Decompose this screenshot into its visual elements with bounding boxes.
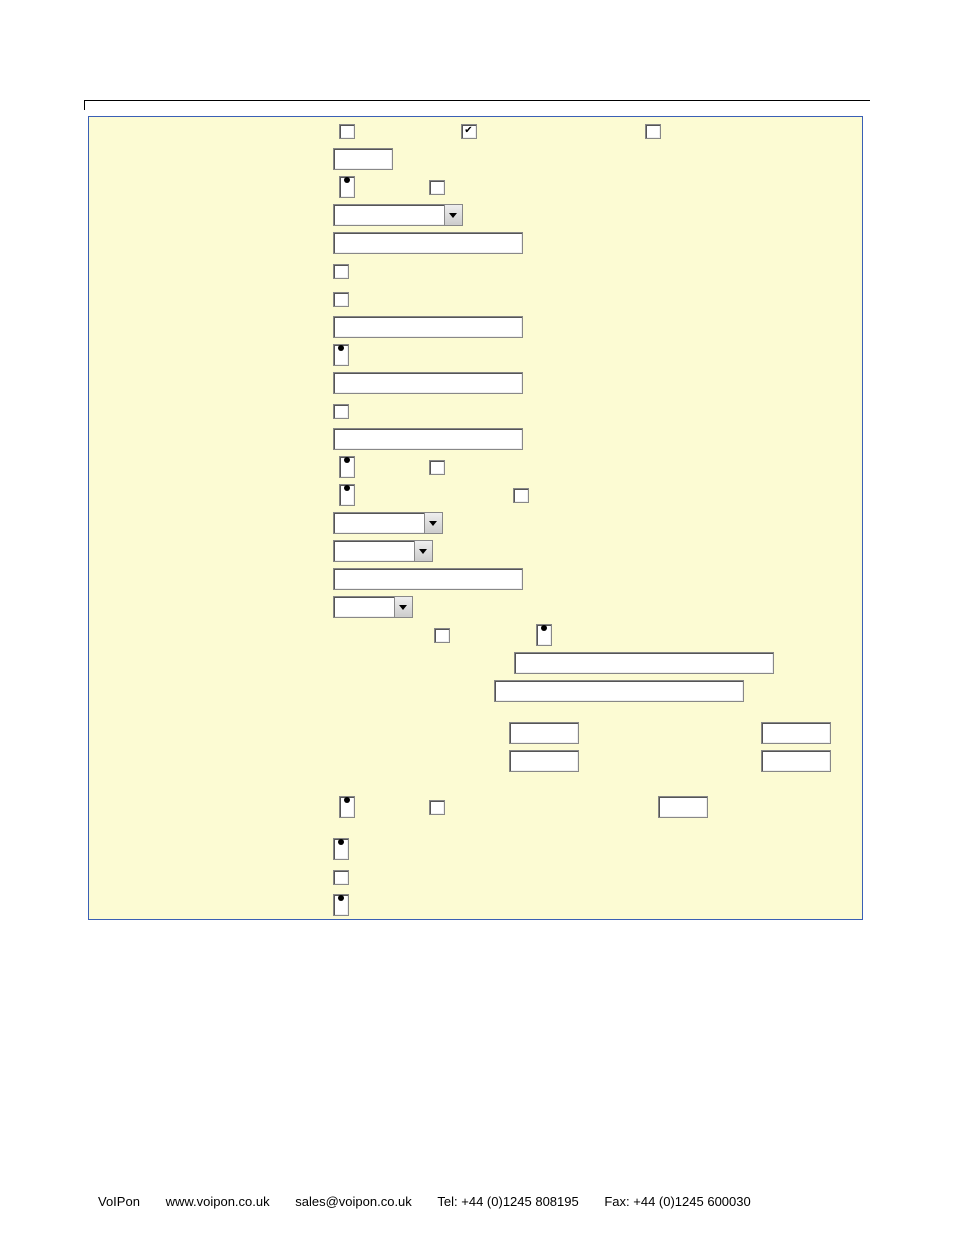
radio-2-1[interactable] bbox=[339, 176, 355, 198]
radio-7-2[interactable] bbox=[513, 488, 529, 503]
footer-email: sales@voipon.co.uk bbox=[295, 1194, 412, 1209]
dropdown-icon bbox=[424, 513, 442, 533]
text-input-10[interactable] bbox=[333, 568, 523, 590]
radio-14-0[interactable] bbox=[333, 838, 349, 860]
top-rule-tick bbox=[84, 100, 85, 110]
text-input-5-2[interactable] bbox=[333, 316, 523, 338]
nat-radio-none[interactable] bbox=[434, 628, 450, 643]
nat-rtp-max[interactable] bbox=[761, 722, 831, 744]
radio-13-2[interactable] bbox=[429, 800, 445, 815]
dropdown-icon bbox=[444, 205, 462, 225]
text-input-1[interactable] bbox=[333, 148, 393, 170]
page-footer: VoIPon www.voipon.co.uk sales@voipon.co.… bbox=[0, 1194, 954, 1209]
text-input-5-6[interactable] bbox=[333, 428, 523, 450]
radio-5-3[interactable] bbox=[333, 344, 349, 366]
radio-13-1[interactable] bbox=[339, 796, 355, 818]
radio-7-1[interactable] bbox=[339, 484, 355, 506]
footer-url: www.voipon.co.uk bbox=[166, 1194, 270, 1209]
checkbox-0-3[interactable] bbox=[645, 124, 661, 139]
footer-fax: Fax: +44 (0)1245 600030 bbox=[604, 1194, 750, 1209]
footer-brand: VoIPon bbox=[98, 1194, 140, 1209]
checkbox-0-2[interactable] bbox=[461, 124, 477, 139]
nat-rtp-min[interactable] bbox=[509, 722, 579, 744]
radio-2-2[interactable] bbox=[429, 180, 445, 195]
checkbox-0-1[interactable] bbox=[339, 124, 355, 139]
radio-5-5[interactable] bbox=[333, 404, 349, 419]
select-3[interactable] bbox=[333, 204, 463, 226]
page: VoIPon www.voipon.co.uk sales@voipon.co.… bbox=[0, 0, 954, 1235]
select-9[interactable] bbox=[333, 540, 433, 562]
select-11[interactable] bbox=[333, 596, 413, 618]
radio-5-1[interactable] bbox=[333, 292, 349, 307]
radio-5-0[interactable] bbox=[333, 264, 349, 279]
text-input-4[interactable] bbox=[333, 232, 523, 254]
nat-rtcp-min[interactable] bbox=[509, 750, 579, 772]
dropdown-icon bbox=[394, 597, 412, 617]
text-input-5-4[interactable] bbox=[333, 372, 523, 394]
nat-radio-manual[interactable] bbox=[536, 624, 552, 646]
radio-6-1[interactable] bbox=[339, 456, 355, 478]
top-rule bbox=[85, 100, 870, 101]
radio-14-2[interactable] bbox=[333, 894, 349, 916]
select-8[interactable] bbox=[333, 512, 443, 534]
radio-6-2[interactable] bbox=[429, 460, 445, 475]
nat-ice-action[interactable] bbox=[494, 680, 744, 702]
text-input-13[interactable] bbox=[658, 796, 708, 818]
nat-public-ip[interactable] bbox=[514, 652, 774, 674]
footer-tel: Tel: +44 (0)1245 808195 bbox=[437, 1194, 578, 1209]
config-form-table bbox=[88, 116, 863, 920]
dropdown-icon bbox=[414, 541, 432, 561]
nat-rtcp-max[interactable] bbox=[761, 750, 831, 772]
radio-14-1[interactable] bbox=[333, 870, 349, 885]
